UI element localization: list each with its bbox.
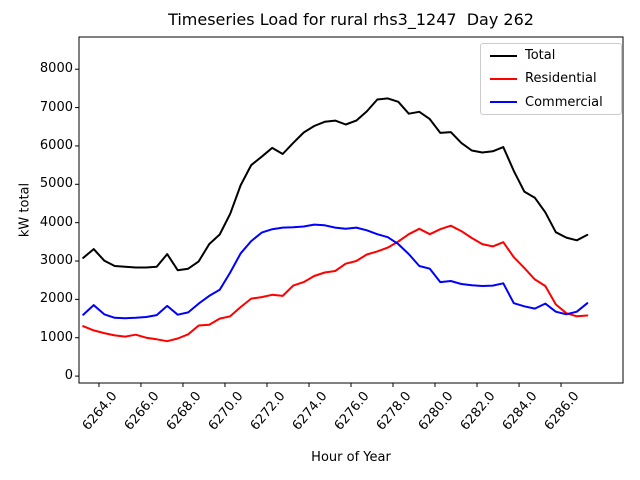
residential-line-swatch — [490, 77, 517, 80]
legend-item-commercial: Commercial — [481, 91, 621, 114]
y-tick-label: 7000 — [39, 99, 73, 115]
y-tick-label: 1000 — [39, 329, 73, 345]
total-line-swatch — [490, 54, 517, 57]
legend-label-total: Total — [525, 48, 556, 64]
x-axis-title: Hour of Year — [311, 450, 391, 465]
series-line-total — [82, 97, 589, 272]
y-tick-label: 6000 — [39, 137, 73, 153]
series-line-residential — [82, 224, 589, 343]
chart-title: Timeseries Load for rural rhs3_1247 Day … — [168, 10, 534, 29]
y-tick-label: 0 — [64, 368, 73, 384]
legend-item-total: Total — [481, 44, 621, 67]
y-tick-label: 5000 — [39, 176, 73, 192]
series-line-commercial — [82, 223, 589, 320]
commercial-line-swatch — [490, 101, 517, 104]
y-tick-label: 4000 — [39, 214, 73, 230]
y-tick-label: 8000 — [39, 61, 73, 77]
legend-label-commercial: Commercial — [525, 94, 603, 110]
legend-label-residential: Residential — [525, 71, 597, 87]
y-tick-label: 2000 — [39, 291, 73, 307]
legend: Total Residential Commercial — [480, 43, 622, 115]
legend-item-residential: Residential — [481, 67, 621, 90]
y-tick-label: 3000 — [39, 253, 73, 269]
